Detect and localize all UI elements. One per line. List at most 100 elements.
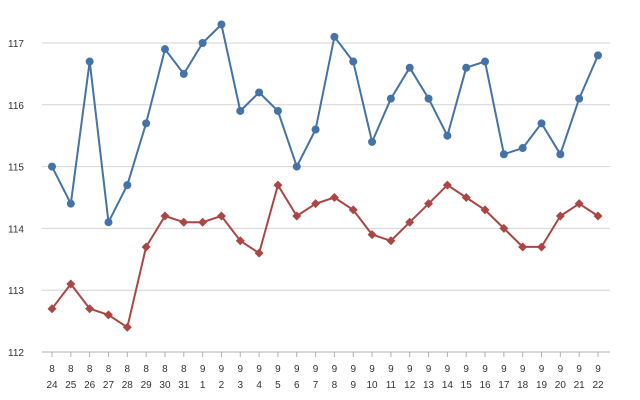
x-tick-label-day: 8 bbox=[332, 380, 338, 391]
series-1-point bbox=[330, 32, 339, 41]
x-tick-label-month: 9 bbox=[313, 364, 319, 375]
series-1-point bbox=[386, 94, 395, 103]
x-tick-label-day: 9 bbox=[350, 380, 356, 391]
x-tick-label-day: 29 bbox=[141, 380, 153, 391]
series-2-point bbox=[179, 217, 189, 227]
series-2 bbox=[47, 180, 603, 332]
series-1-point bbox=[48, 162, 56, 171]
series-1-point bbox=[405, 63, 414, 72]
y-tick-label: 117 bbox=[8, 39, 24, 50]
x-tick-label-day: 30 bbox=[159, 380, 171, 391]
x-tick-label-day: 14 bbox=[442, 380, 454, 391]
series-2-point bbox=[235, 236, 245, 246]
series-2-point bbox=[160, 211, 170, 221]
x-tick-label-day: 7 bbox=[313, 380, 319, 391]
series-1-point bbox=[518, 144, 527, 153]
series-2-point bbox=[66, 279, 76, 289]
series-2-point bbox=[47, 304, 57, 314]
x-tick-label-day: 13 bbox=[423, 380, 435, 391]
series-1-point bbox=[556, 150, 565, 159]
x-tick-label-month: 9 bbox=[388, 364, 394, 375]
series-2-point bbox=[480, 205, 490, 215]
x-tick-label-day: 10 bbox=[367, 380, 379, 391]
x-tick-label-month: 9 bbox=[294, 364, 300, 375]
x-tick-label-day: 11 bbox=[386, 380, 397, 391]
series-2-point bbox=[555, 211, 565, 221]
series-1-point bbox=[217, 20, 226, 29]
series-1-point bbox=[443, 131, 452, 140]
series-1-point bbox=[311, 125, 320, 134]
x-tick-label-month: 8 bbox=[106, 364, 112, 375]
x-tick-label-month: 9 bbox=[463, 364, 469, 375]
series-1-point bbox=[368, 137, 377, 146]
series-1-point bbox=[424, 94, 433, 103]
x-tick-label-day: 4 bbox=[256, 380, 262, 391]
gridlines bbox=[42, 42, 610, 353]
series-1-point bbox=[85, 57, 94, 66]
series-1-line bbox=[51, 23, 599, 224]
y-tick-label: 113 bbox=[8, 286, 24, 297]
x-tick-label-day: 19 bbox=[536, 380, 548, 391]
x-tick-label-month: 9 bbox=[219, 364, 225, 375]
series-2-point bbox=[461, 193, 471, 202]
series-2-point bbox=[122, 322, 132, 332]
x-tick-label-month: 8 bbox=[181, 364, 187, 375]
series-1-point bbox=[160, 45, 169, 54]
series-1-point bbox=[104, 218, 113, 227]
x-tick-label-day: 22 bbox=[592, 380, 604, 391]
series-2-point bbox=[311, 199, 321, 209]
series-1-point bbox=[481, 57, 490, 66]
x-tick-label-month: 9 bbox=[576, 364, 582, 375]
series-1-point bbox=[142, 119, 151, 128]
x-tick-label-day: 24 bbox=[46, 380, 58, 391]
x-tick-label-month: 9 bbox=[200, 364, 206, 375]
x-tick-label-day: 3 bbox=[237, 380, 243, 391]
series-2-point bbox=[292, 211, 302, 221]
series-2-point bbox=[254, 248, 264, 258]
x-tick-label-month: 9 bbox=[350, 364, 356, 375]
x-tick-label-month: 9 bbox=[237, 364, 243, 375]
x-tick-label-day: 28 bbox=[122, 380, 134, 391]
series-1-point bbox=[594, 51, 602, 60]
y-axis-tick-labels: 112 113 114 115 116 117 bbox=[8, 39, 24, 359]
series-2-point bbox=[273, 180, 283, 190]
y-tick-label: 112 bbox=[8, 348, 24, 359]
x-tick-label-day: 1 bbox=[200, 380, 206, 391]
x-tick-label-day: 5 bbox=[275, 380, 281, 391]
series-2-point bbox=[424, 199, 434, 209]
y-tick-label: 114 bbox=[8, 224, 24, 235]
x-tick-label-day: 15 bbox=[461, 380, 473, 391]
series-1-point bbox=[123, 181, 132, 190]
series-2-point bbox=[386, 236, 396, 246]
series-1-point bbox=[198, 39, 207, 47]
series-2-point bbox=[405, 217, 415, 227]
x-tick-label-day: 31 bbox=[178, 380, 190, 391]
x-tick-label-month: 9 bbox=[369, 364, 375, 375]
x-tick-label-day: 25 bbox=[65, 380, 77, 391]
x-tick-label-month: 8 bbox=[49, 364, 55, 375]
x-tick-label-day: 21 bbox=[574, 380, 586, 391]
series-2-point bbox=[216, 211, 226, 221]
x-tick-label-day: 17 bbox=[498, 380, 510, 391]
x-tick-label-month: 9 bbox=[426, 364, 432, 375]
series-2-point bbox=[593, 211, 603, 221]
y-tick-label: 116 bbox=[8, 101, 24, 112]
series-layer bbox=[47, 20, 603, 332]
series-1-point bbox=[66, 199, 75, 208]
series-2-point bbox=[367, 230, 377, 240]
x-tick-label-month: 8 bbox=[143, 364, 149, 375]
x-tick-label-month: 8 bbox=[87, 364, 93, 375]
series-2-point bbox=[198, 217, 208, 227]
x-tick-label-day: 16 bbox=[479, 380, 491, 391]
series-1-point bbox=[349, 57, 358, 66]
x-tick-label-month: 8 bbox=[68, 364, 74, 375]
series-1-point bbox=[499, 150, 508, 159]
series-2-point bbox=[141, 242, 151, 252]
x-tick-label-month: 9 bbox=[275, 364, 281, 375]
series-2-point bbox=[329, 193, 339, 202]
x-tick-label-day: 6 bbox=[294, 380, 300, 391]
series-2-point bbox=[499, 223, 509, 233]
series-1 bbox=[48, 20, 602, 227]
x-tick-label-month: 9 bbox=[520, 364, 526, 375]
series-2-point bbox=[348, 205, 358, 215]
